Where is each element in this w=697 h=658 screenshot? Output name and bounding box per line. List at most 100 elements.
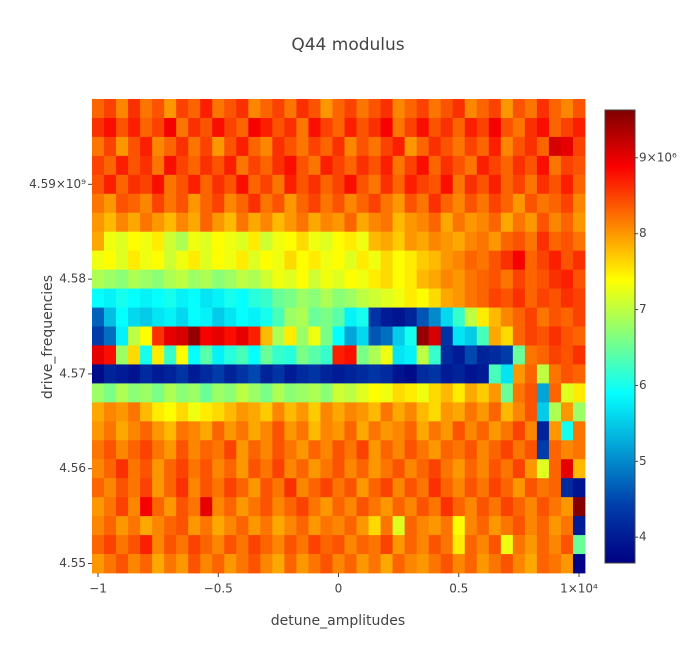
- heatmap-cell: [104, 231, 117, 252]
- heatmap-cell: [356, 497, 369, 517]
- heatmap-cell: [548, 554, 562, 574]
- heatmap-cell: [404, 516, 418, 536]
- heatmap-cell: [188, 383, 201, 403]
- heatmap-cell: [380, 250, 394, 271]
- heatmap-cell: [380, 193, 394, 214]
- heatmap-cell: [140, 250, 153, 271]
- colorbar: [604, 109, 636, 564]
- heatmap-cell: [500, 136, 514, 157]
- y-tick-label: 4.57: [59, 366, 86, 380]
- heatmap-cell: [236, 345, 249, 365]
- heatmap-cell: [284, 250, 297, 271]
- heatmap-cell: [248, 497, 261, 517]
- heatmap-cell: [152, 326, 165, 346]
- heatmap-cell: [128, 326, 141, 346]
- heatmap-cell: [332, 212, 345, 233]
- heatmap-cell: [416, 307, 430, 327]
- heatmap-cell: [440, 478, 454, 498]
- heatmap-cell: [176, 345, 189, 365]
- heatmap-cell: [200, 345, 213, 365]
- heatmap-cell: [416, 193, 430, 214]
- heatmap-cell: [200, 421, 213, 441]
- heatmap-cell: [92, 383, 105, 403]
- heatmap-cell: [380, 99, 394, 119]
- heatmap-cell: [236, 497, 249, 517]
- heatmap-cell: [272, 174, 285, 195]
- heatmap-cell: [92, 99, 105, 119]
- heatmap-cell: [188, 231, 201, 252]
- heatmap-cell: [500, 554, 514, 574]
- heatmap-cell: [392, 459, 406, 479]
- heatmap-cell: [452, 155, 466, 176]
- heatmap-cell: [296, 99, 309, 119]
- heatmap-cell: [572, 250, 586, 271]
- heatmap-cell: [428, 307, 442, 327]
- heatmap-cell: [368, 99, 381, 119]
- heatmap-cell: [308, 497, 321, 517]
- heatmap-cell: [476, 421, 490, 441]
- heatmap-cell: [356, 421, 369, 441]
- heatmap-cell: [368, 364, 381, 384]
- heatmap-cell: [368, 174, 381, 195]
- heatmap-cell: [428, 440, 442, 460]
- heatmap-cell: [344, 326, 357, 346]
- heatmap-cell: [224, 516, 237, 536]
- heatmap-cell: [344, 440, 357, 460]
- heatmap-cell: [404, 345, 418, 365]
- heatmap-cell: [524, 326, 538, 346]
- heatmap-cell: [404, 136, 418, 157]
- heatmap-cell: [344, 193, 357, 214]
- heatmap-cell: [572, 117, 586, 138]
- heatmap-cell: [116, 136, 129, 157]
- heatmap-cell: [440, 326, 454, 346]
- heatmap-cell: [152, 478, 165, 498]
- heatmap-cell: [500, 402, 514, 422]
- heatmap-cell: [428, 193, 442, 214]
- heatmap-cell: [452, 269, 466, 289]
- heatmap-cell: [224, 440, 237, 460]
- heatmap-cell: [164, 307, 177, 327]
- heatmap-cell: [416, 383, 430, 403]
- heatmap-cell: [476, 307, 490, 327]
- heatmap-cell: [500, 516, 514, 536]
- heatmap-cell: [500, 250, 514, 271]
- heatmap-cell: [344, 497, 357, 517]
- heatmap-cell: [92, 212, 105, 233]
- heatmap-cell: [152, 193, 165, 214]
- heatmap-cell: [524, 516, 538, 536]
- heatmap-cell: [332, 231, 345, 252]
- heatmap-cell: [128, 440, 141, 460]
- heatmap-cell: [104, 554, 117, 574]
- heatmap-cell: [416, 440, 430, 460]
- heatmap-cell: [452, 345, 466, 365]
- heatmap-cell: [152, 421, 165, 441]
- heatmap-cell: [572, 383, 586, 403]
- heatmap-cell: [524, 174, 538, 195]
- heatmap-cell: [344, 364, 357, 384]
- heatmap-cell: [272, 250, 285, 271]
- heatmap-cell: [416, 269, 430, 289]
- heatmap-cell: [260, 535, 273, 555]
- heatmap-cell: [464, 364, 478, 384]
- heatmap-cell: [212, 478, 225, 498]
- heatmap-cell: [416, 326, 430, 346]
- heatmap-cell: [512, 497, 526, 517]
- heatmap-cell: [464, 554, 478, 574]
- heatmap-cell: [356, 459, 369, 479]
- heatmap-cell: [440, 421, 454, 441]
- heatmap-cell: [128, 402, 141, 422]
- heatmap-cell: [368, 231, 381, 252]
- heatmap-cell: [320, 345, 333, 365]
- heatmap-cell: [548, 307, 562, 327]
- heatmap-cell: [572, 288, 586, 308]
- heatmap-cell: [344, 554, 357, 574]
- heatmap-cell: [224, 117, 237, 138]
- heatmap-cell: [140, 440, 153, 460]
- heatmap-cell: [260, 554, 273, 574]
- heatmap-cell: [212, 269, 225, 289]
- heatmap-cell: [440, 99, 454, 119]
- heatmap-cell: [536, 231, 550, 252]
- heatmap-cell: [296, 212, 309, 233]
- heatmap-cell: [176, 212, 189, 233]
- heatmap-cell: [140, 231, 153, 252]
